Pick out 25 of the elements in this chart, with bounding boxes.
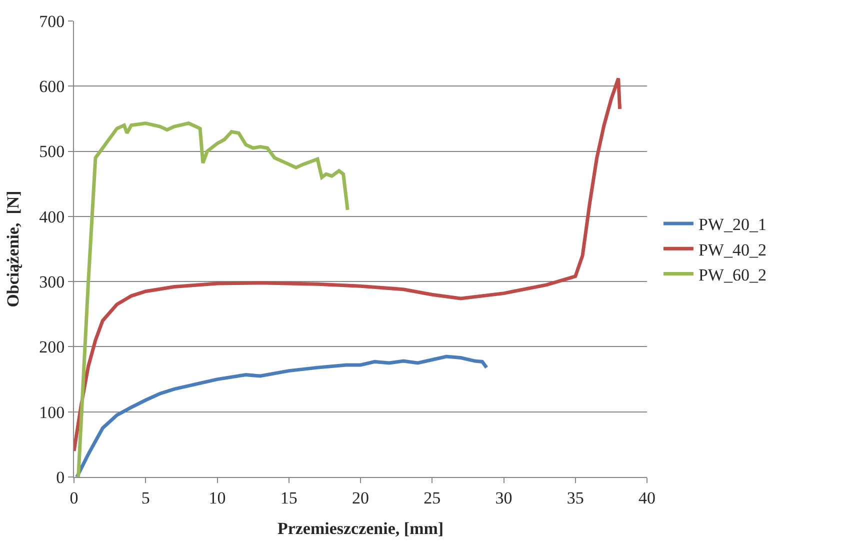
y-tick-label: 300 [39, 272, 65, 292]
x-axis-title: Przemieszczenie, [mm] [277, 518, 444, 538]
y-tick-label: 200 [39, 338, 65, 357]
y-tick-label: 600 [39, 77, 65, 96]
x-tick-label: 10 [208, 488, 226, 508]
y-tick-label: 400 [39, 207, 65, 226]
legend-label: PW_40_2 [698, 240, 766, 260]
y-tick-label: 0 [56, 468, 65, 487]
y-tick-label: 700 [39, 12, 65, 31]
x-tick-label: 35 [566, 488, 584, 508]
line-series [75, 354, 488, 477]
y-tick-label: 500 [39, 142, 65, 162]
x-tick-label: 0 [70, 488, 78, 508]
x-tick-label: 30 [495, 488, 512, 508]
x-tick-label: 20 [352, 488, 369, 508]
x-tick-label: 15 [280, 488, 298, 508]
y-axis-title: Obciążenie, [N] [4, 190, 23, 308]
y-tick-label: 100 [39, 402, 65, 422]
line-series [76, 122, 350, 477]
x-tick-label: 25 [424, 488, 441, 508]
legend-label: PW_20_1 [698, 215, 766, 234]
x-tick-label: 5 [141, 488, 150, 508]
x-tick-label: 40 [638, 488, 656, 508]
legend-label: PW_60_2 [698, 265, 766, 284]
line-series [74, 76, 622, 453]
